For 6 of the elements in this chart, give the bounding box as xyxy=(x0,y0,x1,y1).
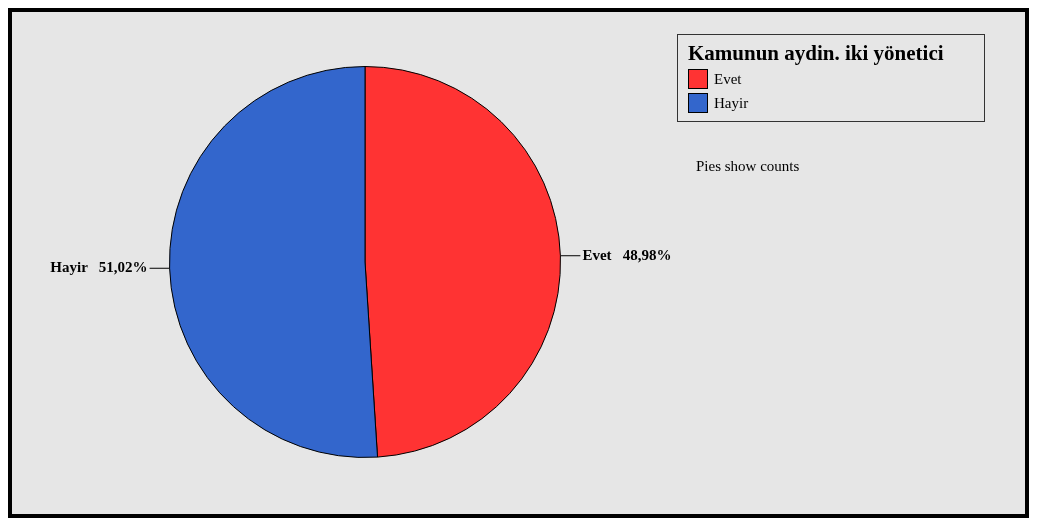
category-label: Evet 48,98% xyxy=(582,246,672,263)
legend-label: Hayir xyxy=(714,94,749,112)
legend-label: Evet xyxy=(714,70,742,88)
legend-title: Kamunun aydin. iki yönetici xyxy=(688,41,945,65)
text: Pies show counts xyxy=(696,158,800,175)
category-label: Hayir 51,02% xyxy=(50,259,148,276)
